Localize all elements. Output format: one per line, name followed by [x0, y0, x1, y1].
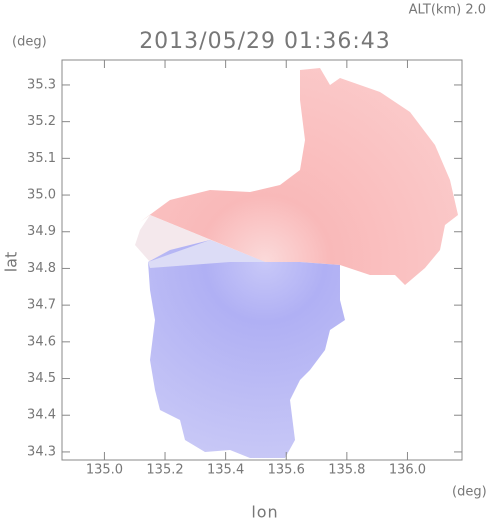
x-axis-label: lon	[251, 503, 278, 521]
radar-field	[135, 68, 458, 458]
receding-area	[140, 68, 458, 285]
transition-area	[135, 215, 265, 262]
x-unit: (deg)	[452, 485, 487, 500]
y-tick-label: 34.7	[27, 298, 56, 313]
x-tick-label: 135.2	[146, 463, 183, 478]
y-axis-label: lat	[2, 252, 21, 273]
y-tick-label: 35.0	[27, 188, 56, 203]
x-tick-label: 135.4	[207, 463, 244, 478]
y-tick-label: 34.9	[27, 224, 56, 239]
x-tick-label: 135.8	[328, 463, 365, 478]
y-tick-label: 34.4	[27, 408, 56, 423]
chart-title: 2013/05/29 01:36:43	[139, 29, 391, 54]
plot-frame	[61, 59, 463, 461]
transition-area	[148, 240, 265, 268]
y-tick-label: 34.3	[27, 444, 56, 459]
y-tick-label: 35.1	[27, 151, 56, 166]
y-tick-label: 34.6	[27, 334, 56, 349]
x-tick-label: 135.6	[268, 463, 305, 478]
y-tick-label: 35.2	[27, 114, 56, 129]
altitude-label: ALT(km) 2.0	[409, 3, 486, 18]
y-tick-label: 35.3	[27, 77, 56, 92]
approaching-area	[148, 240, 345, 458]
y-tick-label: 34.5	[27, 371, 56, 386]
y-tick-label: 34.8	[27, 261, 56, 276]
x-tick-label: 136.0	[389, 463, 426, 478]
y-unit: (deg)	[12, 35, 47, 50]
x-tick-label: 135.0	[86, 463, 123, 478]
